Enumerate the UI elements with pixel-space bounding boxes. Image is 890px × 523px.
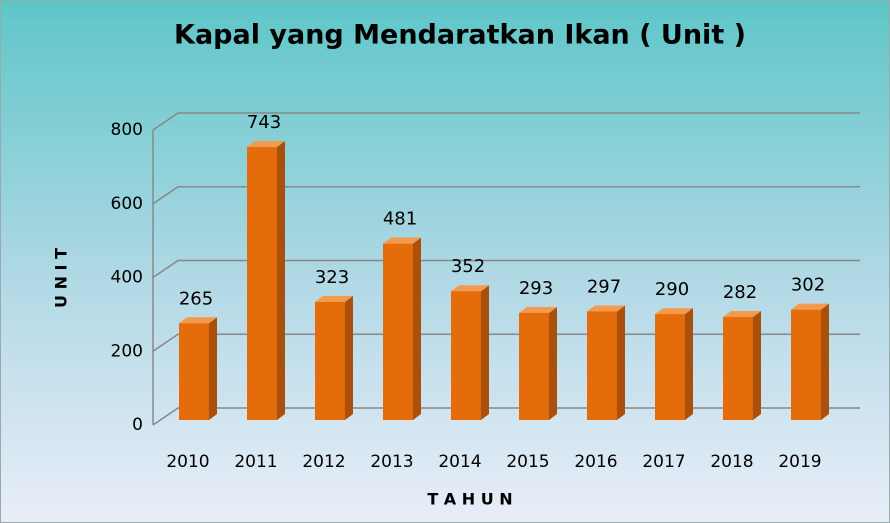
bar-top — [451, 285, 489, 292]
bar-side — [685, 308, 693, 420]
bar-side — [345, 295, 353, 420]
x-tick-label: 2011 — [234, 452, 277, 472]
y-tick-label: 600 — [111, 194, 143, 214]
value-label: 323 — [315, 267, 349, 288]
bar — [179, 317, 217, 420]
bar-front — [315, 301, 345, 420]
bar-front — [655, 314, 685, 420]
bar-side — [481, 285, 489, 420]
y-tick-label: 0 — [132, 415, 143, 435]
bar — [383, 237, 421, 420]
bar — [791, 303, 829, 420]
bar — [519, 306, 557, 420]
bar-front — [723, 317, 753, 420]
bar-top — [179, 317, 217, 324]
bar-front — [247, 147, 277, 421]
bar — [451, 285, 489, 420]
value-label: 282 — [723, 282, 757, 303]
x-tick-label: 2010 — [166, 452, 209, 472]
bar-top — [383, 237, 421, 244]
x-tick-label: 2019 — [778, 452, 821, 472]
bar-side — [209, 317, 217, 420]
chart-title: Kapal yang Mendaratkan Ikan ( Unit ) — [174, 20, 746, 51]
grid-line — [152, 333, 860, 352]
bar-side — [277, 141, 285, 421]
bar-top — [791, 303, 829, 310]
bar — [723, 311, 761, 420]
bar-top — [723, 311, 761, 318]
bar-top — [247, 141, 285, 148]
bar-top — [587, 305, 625, 312]
bar-top — [519, 306, 557, 313]
value-label: 743 — [247, 112, 281, 133]
grid-line — [152, 112, 860, 131]
bar — [655, 308, 693, 420]
x-tick-label: 2017 — [642, 452, 685, 472]
bar-side — [821, 303, 829, 420]
y-axis-title: U N I T — [52, 248, 71, 308]
value-label: 481 — [383, 209, 417, 230]
y-tick-label: 200 — [111, 341, 143, 361]
bar-front — [587, 311, 617, 420]
bar-front — [519, 312, 549, 420]
grid-line — [152, 407, 860, 426]
value-label: 302 — [791, 275, 825, 296]
x-tick-label: 2016 — [574, 452, 617, 472]
y-tick-label: 800 — [111, 120, 143, 140]
x-tick-label: 2013 — [370, 452, 413, 472]
bar-side — [413, 237, 421, 420]
value-label: 265 — [179, 288, 213, 309]
bar-front — [383, 243, 413, 420]
x-tick-label: 2014 — [438, 452, 481, 472]
x-tick-label: 2015 — [506, 452, 549, 472]
x-tick-label: 2012 — [302, 452, 345, 472]
grid-line — [152, 259, 860, 279]
bar-top — [315, 295, 353, 302]
bar-front — [451, 291, 481, 420]
grid-line — [152, 186, 860, 205]
bar-side — [617, 305, 625, 420]
bar-top — [655, 308, 693, 315]
value-label: 297 — [587, 276, 621, 297]
value-label: 293 — [519, 278, 553, 299]
bar-front — [791, 309, 821, 420]
bar — [247, 141, 285, 421]
bar — [315, 295, 353, 420]
bar — [587, 305, 625, 420]
y-tick-label: 400 — [111, 268, 143, 288]
x-axis-title: T A H U N — [427, 490, 512, 509]
bar-front — [179, 323, 209, 420]
x-tick-label: 2018 — [710, 452, 753, 472]
value-label: 290 — [655, 279, 689, 300]
value-label: 352 — [451, 256, 485, 277]
bar-side — [549, 306, 557, 420]
bar-side — [753, 311, 761, 420]
